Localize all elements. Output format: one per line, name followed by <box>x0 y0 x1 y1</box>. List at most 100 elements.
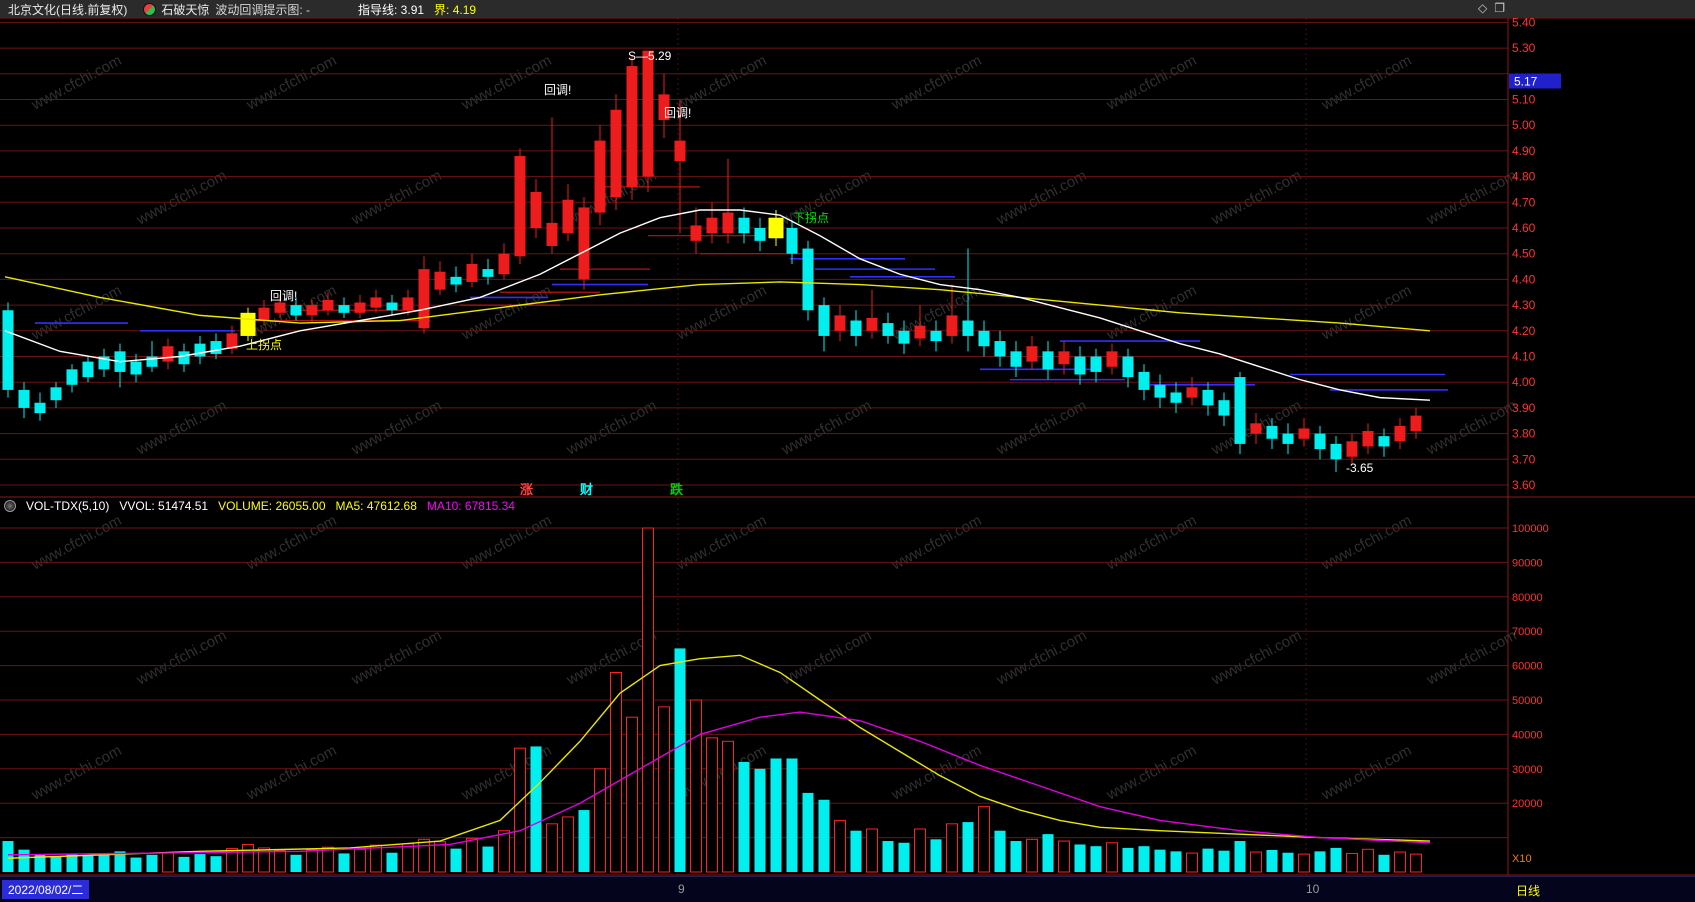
volume-bar-down <box>930 839 942 872</box>
volume-bar-up <box>1298 853 1310 873</box>
volume-ma5-line <box>7 654 1431 859</box>
watermark: www.cfchi.com <box>993 397 1089 459</box>
watermark: www.cfchi.com <box>1103 742 1199 804</box>
volume-bar-up <box>1410 853 1422 873</box>
candle-body <box>1186 387 1198 398</box>
watermark: www.cfchi.com <box>673 282 769 344</box>
volume-bar-up <box>354 848 366 873</box>
indicator-collapse-icon[interactable] <box>4 500 16 512</box>
candle-body <box>722 212 734 234</box>
volume-bar-up <box>274 850 286 873</box>
candle-body <box>768 217 784 239</box>
volume-bar-down <box>290 854 302 872</box>
watermark: www.cfchi.com <box>133 397 229 459</box>
candle-body <box>1202 389 1214 406</box>
watermark: www.cfchi.com <box>458 512 554 574</box>
volume-bar-up <box>514 747 526 873</box>
price-tick-label: 3.70 <box>1512 452 1536 466</box>
period-label[interactable]: 日线 <box>1516 884 1541 898</box>
candle-body <box>1090 356 1102 372</box>
date-badge: 2022/08/02/二 <box>2 880 90 899</box>
chart-annotation: 上拐点 <box>246 337 282 352</box>
signal-char: 涨 <box>519 482 533 497</box>
top-toolbar: 北京文化(日线.前复权) 石破天惊 波动回调提示图: - 指导线: 3.91 界… <box>0 0 1695 18</box>
status-bar: 2022/08/02/二 日线 9 10 <box>0 876 1695 902</box>
candle-body <box>1042 351 1054 370</box>
window-icon[interactable]: ❐ <box>1494 1 1505 15</box>
candle-body <box>146 356 158 367</box>
watermark: www.cfchi.com <box>28 52 124 114</box>
volume-bar-down <box>1042 834 1054 872</box>
volume-bar-down <box>450 848 462 872</box>
candle-body <box>642 50 654 177</box>
chart-annotation: -3.65 <box>1346 461 1374 475</box>
volume-bar-down <box>146 854 158 872</box>
volume-bar-down <box>754 768 766 872</box>
watermark: www.cfchi.com <box>1318 742 1414 804</box>
volume-bar-up <box>610 671 622 873</box>
candle-body <box>210 341 222 354</box>
watermark: www.cfchi.com <box>993 627 1089 689</box>
candle-body <box>786 228 798 254</box>
volume-bar-up <box>1346 852 1358 873</box>
watermark: www.cfchi.com <box>348 397 444 459</box>
candle-body <box>450 276 462 285</box>
volume-bar-up <box>1186 852 1198 873</box>
volume-bar-up <box>946 823 958 873</box>
candle-body <box>466 263 478 282</box>
volume-bar-up <box>402 843 414 873</box>
candle-body <box>834 315 846 331</box>
candle-body <box>240 312 256 336</box>
watermark: www.cfchi.com <box>28 742 124 804</box>
candle-body <box>482 269 494 277</box>
volume-bar-up <box>498 830 510 873</box>
volume-tick-label: 30000 <box>1512 764 1543 776</box>
candle-body <box>50 387 62 401</box>
price-tick-label: 3.80 <box>1512 427 1536 441</box>
formula-icon[interactable] <box>143 2 157 16</box>
volume-bar-down <box>994 830 1006 872</box>
watermark: www.cfchi.com <box>348 627 444 689</box>
candle-body <box>882 323 894 336</box>
candle-body <box>1282 433 1294 444</box>
candle-body <box>1154 384 1166 398</box>
candle-body <box>194 343 206 357</box>
watermark: www.cfchi.com <box>1318 52 1414 114</box>
volume-bar-down <box>882 841 894 872</box>
candle-body <box>274 302 286 313</box>
volume-bar-down <box>1090 846 1102 872</box>
watermark: www.cfchi.com <box>778 397 874 459</box>
volume-bar-up <box>370 844 382 873</box>
volume-bar-up <box>1058 840 1070 873</box>
candle-body <box>290 305 302 316</box>
price-tick-label: 4.30 <box>1512 298 1536 312</box>
candle-body <box>1266 425 1278 439</box>
signal-char: 跌 <box>670 482 684 497</box>
diamond-icon[interactable]: ◇ <box>1478 1 1488 15</box>
volume-tick-label: 90000 <box>1512 557 1543 569</box>
candle-body <box>1394 425 1406 442</box>
volume-bar-down <box>482 846 494 872</box>
chart-annotation: 回调! <box>664 106 691 120</box>
candle-body <box>418 269 430 329</box>
price-badge-box <box>1509 73 1561 89</box>
volume-bar-down <box>850 830 862 872</box>
candle-body <box>1138 371 1150 390</box>
volume-header-item: MA5: 47612.68 <box>335 499 417 513</box>
volume-bar-up <box>1250 851 1262 873</box>
volume-unit-label: X10 <box>1512 853 1532 865</box>
candle-body <box>978 330 990 347</box>
volume-header-item: VOLUME: 26055.00 <box>218 499 326 513</box>
watermark: www.cfchi.com <box>243 742 339 804</box>
volume-bar-down <box>578 810 590 872</box>
candle-body <box>258 307 270 321</box>
price-tick-label: 3.90 <box>1512 401 1536 415</box>
candle-body <box>514 156 526 257</box>
candle-body <box>1362 431 1374 447</box>
candle-body <box>1410 415 1422 432</box>
volume-bar-up <box>594 768 606 873</box>
volume-bar-down <box>1010 841 1022 872</box>
guide-line-value: 指导线: 3.91 <box>358 2 425 17</box>
price-badge-value: 5.17 <box>1514 75 1538 89</box>
